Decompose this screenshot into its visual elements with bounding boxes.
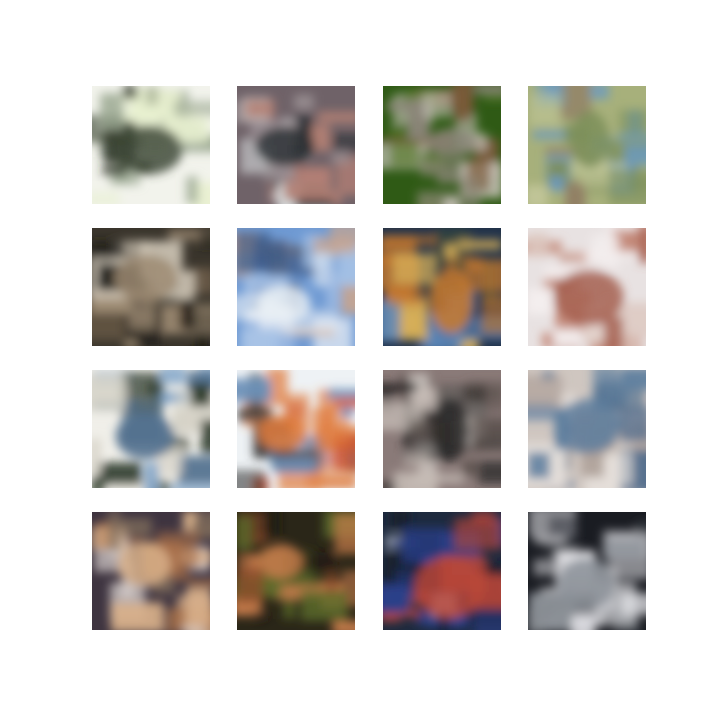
- generated-sample-image: [383, 228, 501, 346]
- generated-sample-image: [383, 370, 501, 488]
- generated-sample-image: [92, 86, 210, 204]
- generated-sample-image: [237, 370, 355, 488]
- generated-sample-image: [237, 512, 355, 630]
- generated-sample-image: [383, 512, 501, 630]
- generated-sample-image: [528, 512, 646, 630]
- generated-sample-image: [528, 370, 646, 488]
- generated-sample-image: [92, 370, 210, 488]
- generated-sample-image: [92, 512, 210, 630]
- generated-sample-image: [237, 86, 355, 204]
- generated-sample-image: [383, 86, 501, 204]
- generated-sample-image: [528, 228, 646, 346]
- generated-sample-image: [92, 228, 210, 346]
- generated-sample-image: [237, 228, 355, 346]
- generated-sample-image: [528, 86, 646, 204]
